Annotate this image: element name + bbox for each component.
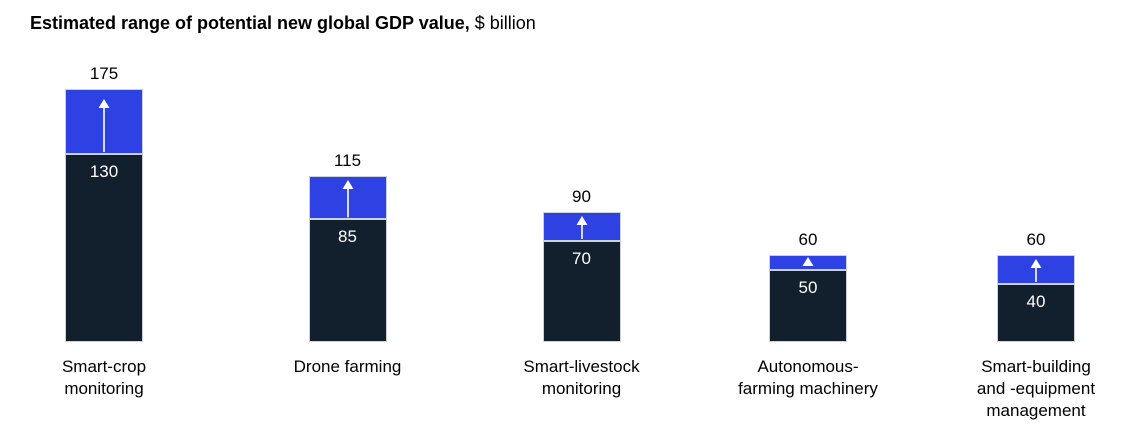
bar-low-label: 50 <box>798 277 818 297</box>
bar-high-label: 60 <box>798 230 818 250</box>
bar-high-label: 115 <box>333 150 362 170</box>
arrow-up-icon <box>1030 259 1042 283</box>
bar-category-label: Smart-livestock monitoring <box>475 356 689 400</box>
chart-title: Estimated range of potential new global … <box>30 13 536 34</box>
bar-low-segment <box>308 219 387 342</box>
category-line: Autonomous- <box>757 357 859 376</box>
bar-low-segment <box>65 154 143 342</box>
bar-high-label: 90 <box>572 186 591 206</box>
chart-title-unit: $ billion <box>469 13 536 33</box>
category-line: Drone farming <box>293 357 402 376</box>
bar-category-label: Drone farming <box>241 356 455 378</box>
arrow-up-icon <box>802 257 814 267</box>
category-line: Smart-building <box>981 357 1091 376</box>
bar-category-label: Smart-crop monitoring <box>0 356 211 400</box>
arrow-up-icon <box>576 215 587 239</box>
category-line: farming machinery <box>738 379 878 398</box>
category-line: monitoring <box>541 379 622 398</box>
category-line: and -equipment <box>976 379 1096 398</box>
category-line: Smart-livestock <box>523 357 640 376</box>
bar-high-label: 175 <box>89 64 119 83</box>
bar-low-segment <box>542 240 621 342</box>
category-line: monitoring <box>64 379 144 398</box>
chart-title-main: Estimated range of potential new global … <box>30 13 470 33</box>
bar-category-label: Autonomous-farming machinery <box>701 356 915 400</box>
arrow-up-icon <box>98 99 110 153</box>
bar-category-label: Smart-building and -equipment management <box>929 356 1143 422</box>
arrow-up-icon <box>342 179 353 218</box>
category-line: Smart-crop <box>61 357 147 376</box>
category-line: management <box>986 401 1086 420</box>
bar-low-segment <box>769 269 847 342</box>
bar-low-label: 40 <box>1026 292 1046 312</box>
bar-low-label: 70 <box>572 248 591 268</box>
bar-low-segment <box>997 284 1075 342</box>
bar-low-label: 85 <box>338 227 357 247</box>
bar-high-label: 60 <box>1026 230 1046 250</box>
bar-low-label: 130 <box>89 162 119 182</box>
